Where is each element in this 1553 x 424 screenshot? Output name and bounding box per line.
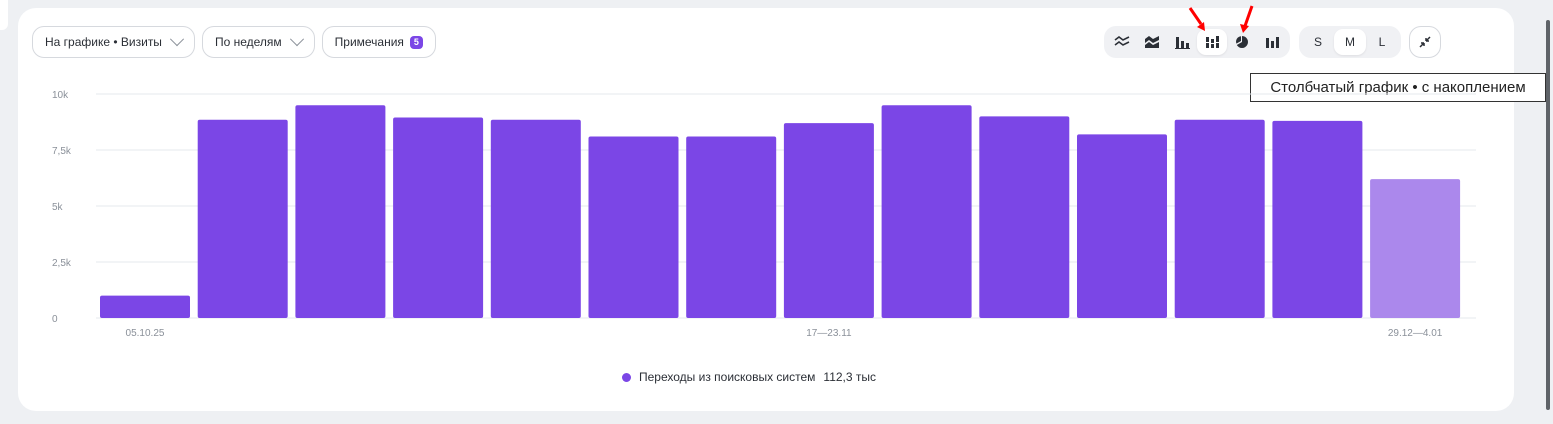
- area-stacked-icon: [1145, 36, 1159, 48]
- chart-bar[interactable]: [295, 105, 386, 318]
- y-tick-label: 0: [52, 314, 58, 325]
- x-tick-label: 17—23.11: [806, 328, 852, 339]
- chart-bar[interactable]: [197, 119, 288, 318]
- chart-bar[interactable]: [1370, 179, 1461, 318]
- x-tick-label: 29.12—4.01: [1388, 328, 1443, 339]
- legend-label: Переходы из поисковых систем: [639, 370, 816, 384]
- size-m-button[interactable]: M: [1334, 29, 1366, 55]
- page-scrollbar[interactable]: [1546, 20, 1550, 410]
- chart-bar[interactable]: [881, 105, 972, 318]
- metric-dropdown-label: На графике • Визиты: [45, 35, 162, 49]
- notes-label: Примечания: [334, 35, 404, 49]
- chart-bar[interactable]: [588, 136, 679, 318]
- size-s-button[interactable]: S: [1313, 35, 1322, 49]
- notes-button[interactable]: Примечания 5: [321, 26, 436, 58]
- line-chart-button[interactable]: [1107, 29, 1137, 55]
- chart-bar[interactable]: [393, 117, 484, 319]
- chart-bar[interactable]: [1077, 134, 1167, 318]
- chart-bar[interactable]: [490, 119, 581, 318]
- collapse-chart-button[interactable]: [1409, 26, 1441, 58]
- area-stacked-button[interactable]: [1137, 29, 1167, 55]
- y-tick-label: 10k: [52, 90, 69, 101]
- grouping-dropdown-label: По неделям: [214, 35, 282, 49]
- chart-toolbar: S M L: [1104, 26, 1441, 58]
- bar-stacked-icon: [1206, 36, 1219, 48]
- size-l-button[interactable]: L: [1378, 35, 1386, 49]
- left-panel-edge: [0, 0, 8, 30]
- pie-chart-icon: [1236, 36, 1248, 48]
- line-chart-icon: [1114, 36, 1130, 46]
- chart-size-switcher: S M L: [1299, 26, 1401, 58]
- bar-stacked-button[interactable]: [1197, 29, 1227, 55]
- y-tick-label: 2,5k: [52, 258, 72, 269]
- y-tick-label: 7,5k: [52, 146, 72, 157]
- chart-bar[interactable]: [1272, 120, 1363, 318]
- chart-bar[interactable]: [1174, 119, 1265, 318]
- chart-legend: Переходы из поисковых систем 112,3 тыс: [622, 370, 876, 384]
- chart-bar[interactable]: [100, 295, 190, 318]
- x-tick-label: 05.10.25: [126, 328, 165, 339]
- bar-chart-button[interactable]: [1167, 29, 1197, 55]
- bar-chart-icon: [1175, 37, 1190, 49]
- collapse-icon: [1419, 36, 1431, 48]
- pie-chart-button[interactable]: [1227, 29, 1257, 55]
- chart-type-switcher: [1104, 26, 1290, 58]
- legend-dot: [622, 372, 631, 382]
- grouping-dropdown[interactable]: По неделям: [201, 26, 315, 58]
- y-tick-label: 5k: [52, 202, 64, 213]
- column-chart-button[interactable]: [1257, 29, 1287, 55]
- column-chart-icon: [1266, 37, 1279, 48]
- chart-bar[interactable]: [783, 123, 874, 319]
- chart-type-tooltip: Столбчатый график • с накоплением: [1250, 73, 1546, 102]
- metric-dropdown[interactable]: На графике • Визиты: [32, 26, 195, 58]
- chart-bar[interactable]: [979, 116, 1070, 319]
- chart-bar[interactable]: [686, 136, 777, 318]
- notes-count-badge: 5: [409, 35, 423, 49]
- legend-total: 112,3 тыс: [823, 370, 877, 384]
- chart-filters: На графике • Визиты По неделям Примечани…: [32, 26, 436, 58]
